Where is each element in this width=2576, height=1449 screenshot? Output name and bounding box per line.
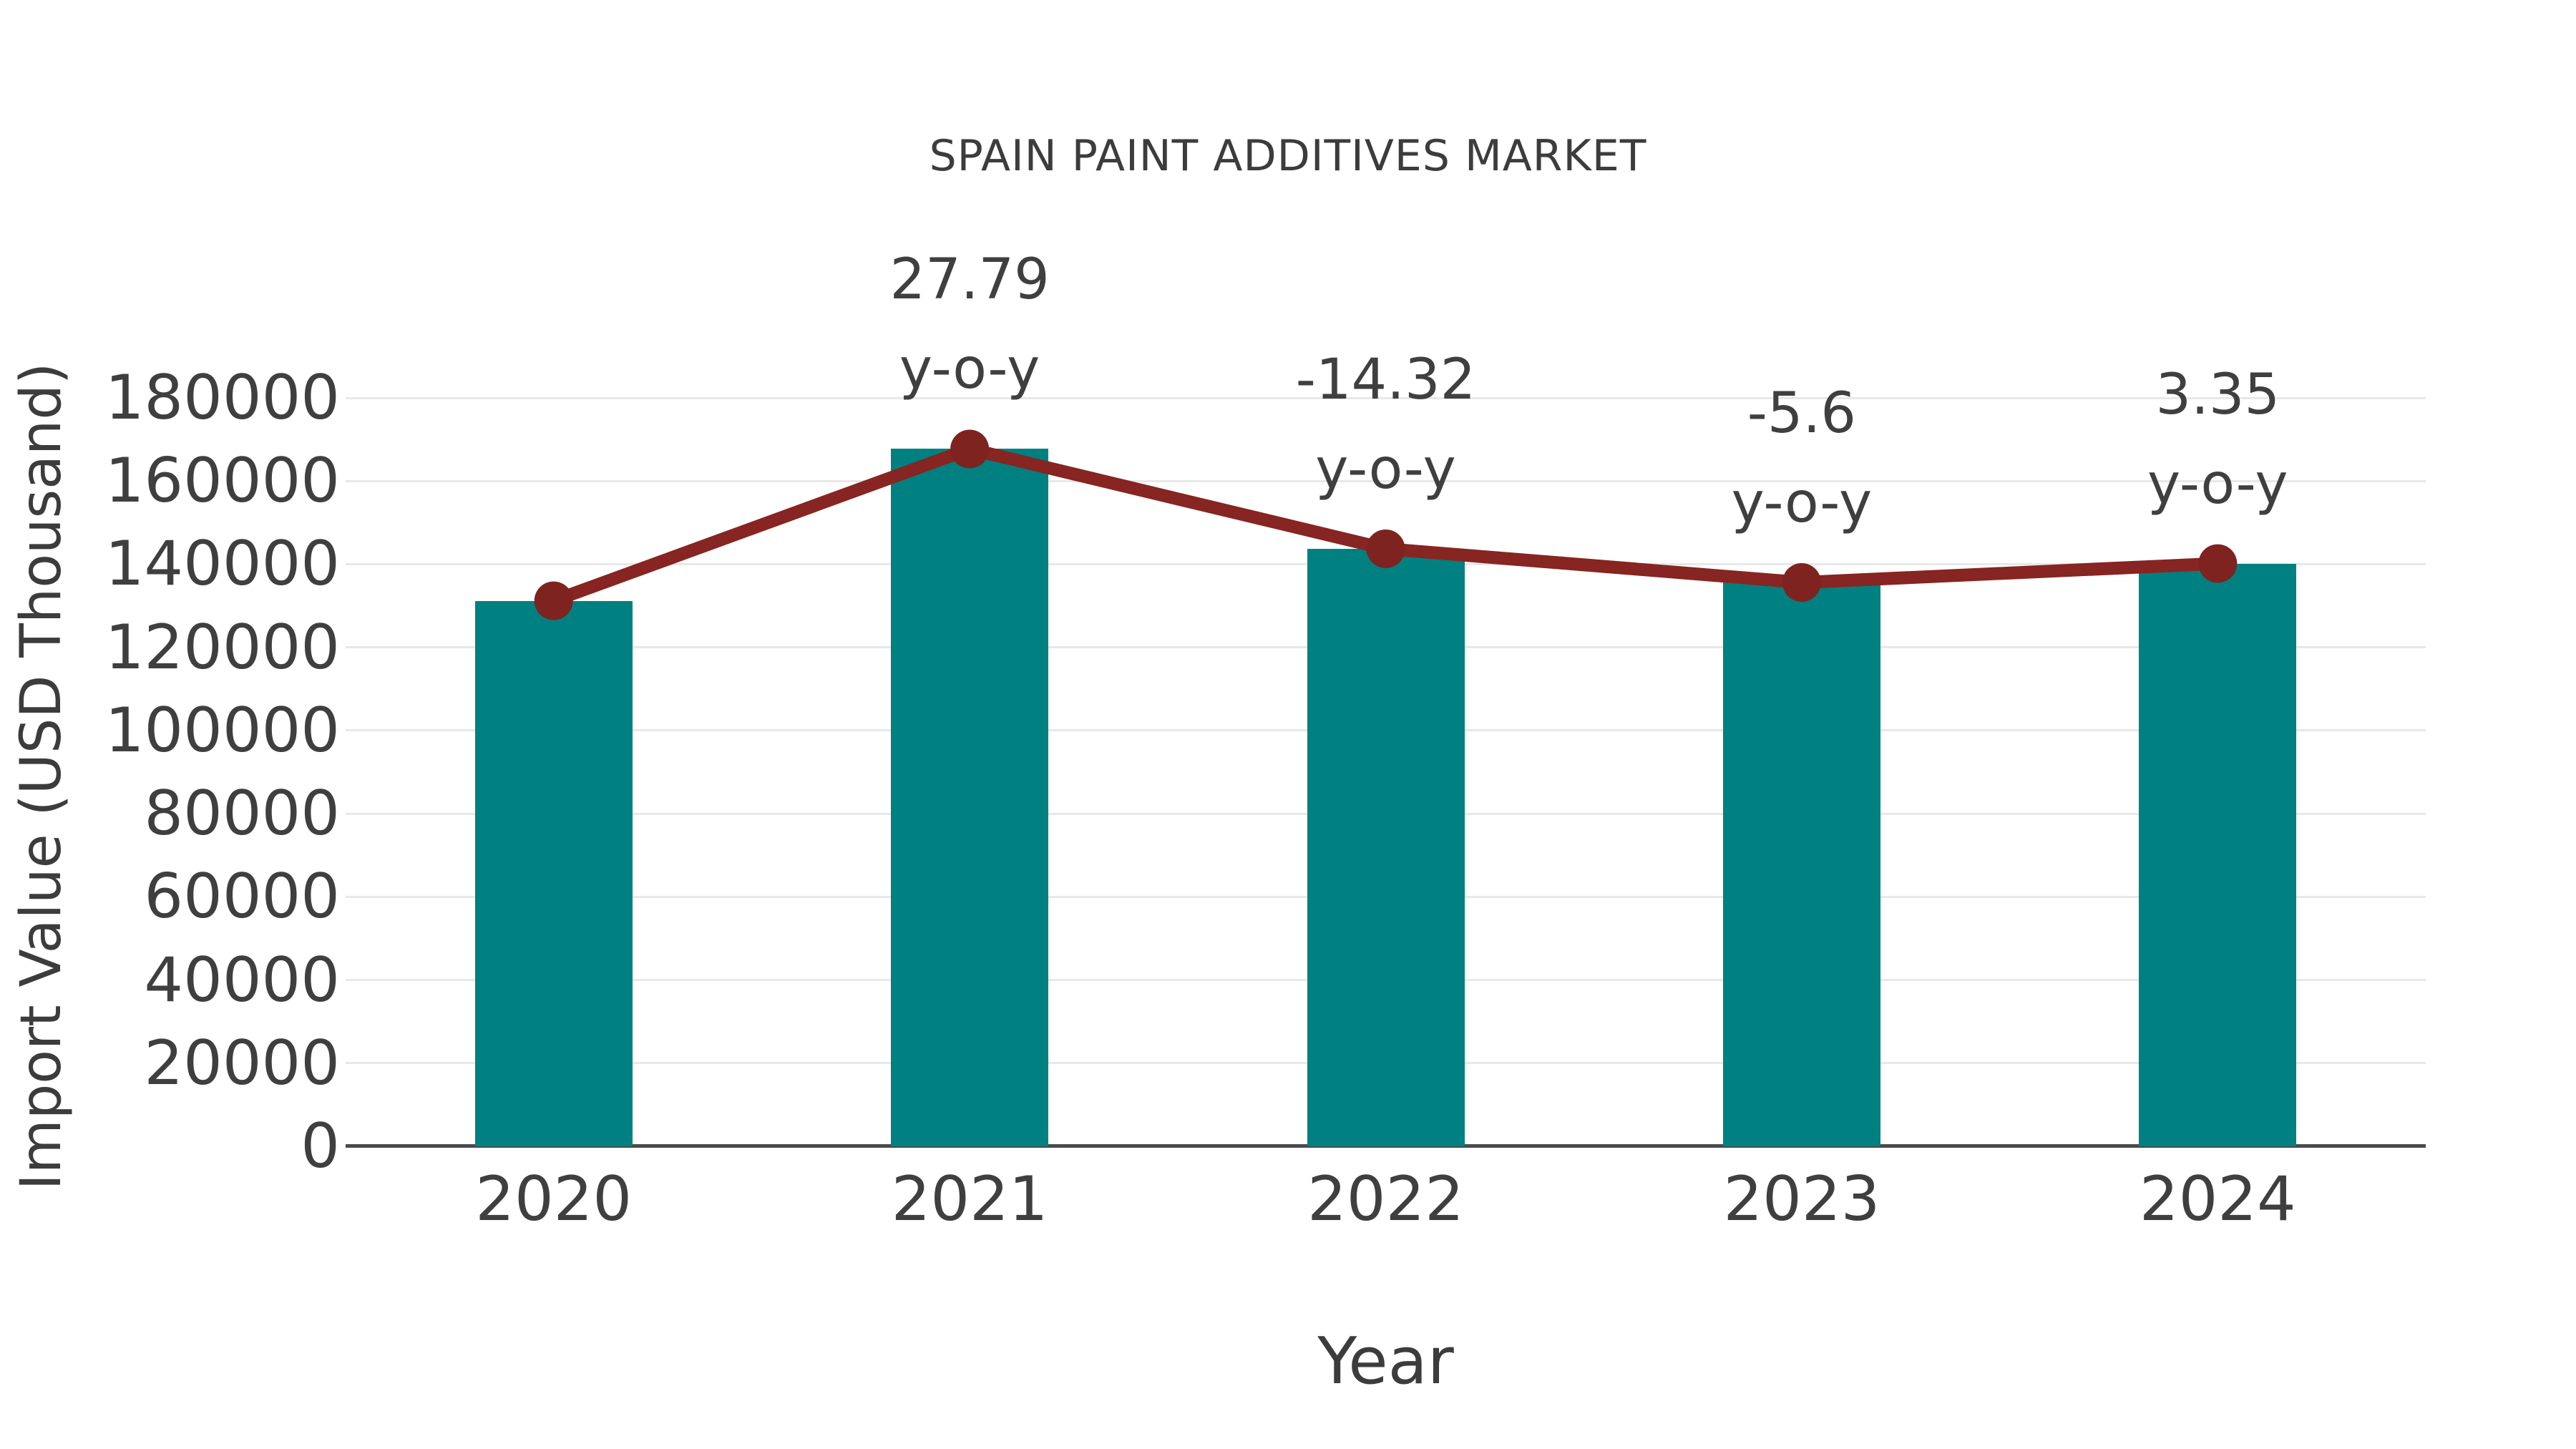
yoy-annotation-2024: 3.35 y-o-y — [2003, 351, 2432, 530]
yoy-annotation-2021: 27.79 y-o-y — [755, 235, 1184, 414]
yoy-value-label: 3.35 — [2155, 362, 2280, 427]
yoy-value-label: -14.32 — [1295, 347, 1476, 412]
y-tick-label: 100000 — [104, 694, 340, 766]
y-tick-label: 80000 — [144, 778, 340, 850]
chart-title: SPAIN PAINT ADDITIVES MARKET — [929, 131, 1647, 181]
y-tick-label: 180000 — [104, 362, 340, 434]
yoy-suffix-label: y-o-y — [899, 337, 1040, 402]
y-tick-label: 40000 — [144, 944, 340, 1016]
y-tick-label: 160000 — [104, 445, 340, 517]
y-tick-label: 140000 — [104, 528, 340, 600]
yoy-suffix-label: y-o-y — [1731, 471, 1873, 535]
yoy-suffix-label: y-o-y — [1315, 436, 1456, 502]
x-tick-label-2021: 2021 — [891, 1163, 1048, 1235]
x-tick-label-2024: 2024 — [2139, 1163, 2296, 1235]
gridline — [346, 396, 2426, 399]
bar-2021 — [891, 449, 1049, 1146]
bar-2020 — [474, 600, 633, 1146]
y-tick-label: 120000 — [104, 611, 340, 683]
x-tick-label-2023: 2023 — [1723, 1163, 1880, 1235]
yoy-value-label: -5.6 — [1747, 381, 1856, 446]
y-tick-label: 0 — [301, 1111, 340, 1182]
y-tick-label: 20000 — [144, 1027, 340, 1099]
yoy-annotation-2022: -14.32 y-o-y — [1171, 336, 1601, 514]
bar-2022 — [1307, 548, 1465, 1146]
yoy-annotation-2023: -5.6 y-o-y — [1587, 369, 2016, 548]
bar-2023 — [1722, 582, 1880, 1146]
x-tick-label-2022: 2022 — [1307, 1163, 1464, 1235]
bar-2024 — [2139, 563, 2297, 1146]
y-axis-title: Import Value (USD Thousand) — [9, 362, 74, 1191]
plot-area — [346, 396, 2426, 1148]
yoy-value-label: 27.79 — [889, 248, 1050, 313]
x-axis-title: Year — [1317, 1324, 1454, 1399]
yoy-suffix-label: y-o-y — [2147, 452, 2288, 517]
x-tick-label-2020: 2020 — [475, 1163, 633, 1235]
y-tick-label: 60000 — [144, 861, 340, 933]
